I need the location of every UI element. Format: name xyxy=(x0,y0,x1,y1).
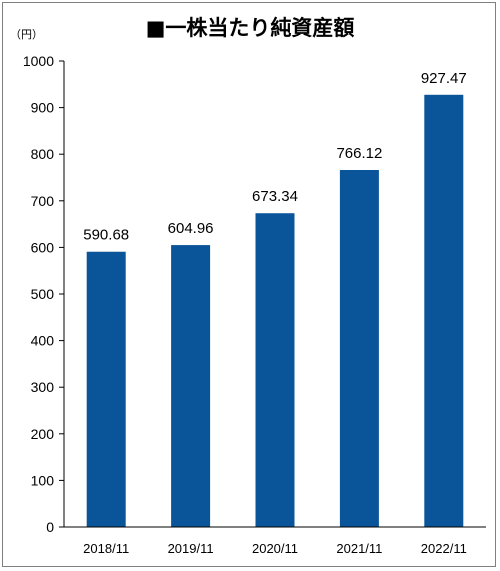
x-tick-label: 2018/11 xyxy=(83,541,129,556)
y-tick-label: 100 xyxy=(31,472,55,488)
bar-2020/11 xyxy=(255,213,295,527)
data-label: 927.47 xyxy=(421,70,467,87)
data-label: 673.34 xyxy=(252,188,298,205)
x-axis-labels: 2018/11 2019/11 2020/11 2021/11 2022/11 xyxy=(83,541,467,556)
y-tick-label: 600 xyxy=(31,239,55,255)
data-label: 590.68 xyxy=(83,227,129,244)
y-axis-unit-label: （円） xyxy=(10,28,43,41)
y-tick-label: 500 xyxy=(31,286,55,302)
y-tick-label: 700 xyxy=(31,193,55,209)
chart-title: ■一株当たり純資産額 xyxy=(145,16,355,40)
bar-2018/11 xyxy=(86,251,126,528)
bar-2021/11 xyxy=(339,169,379,527)
y-tick-label: 1000 xyxy=(23,53,54,69)
y-tick-label: 200 xyxy=(31,426,55,442)
y-tick-label: 800 xyxy=(31,146,55,162)
y-tick-label: 0 xyxy=(46,519,54,535)
data-label: 604.96 xyxy=(168,220,214,237)
y-axis-ticks: 0 100 200 300 400 500 600 700 800 900 1000 xyxy=(23,53,64,535)
data-labels: 590.68 604.96 673.34 766.12 927.47 xyxy=(83,70,466,244)
bars xyxy=(86,94,464,528)
x-tick-label: 2022/11 xyxy=(421,541,467,556)
bar-2022/11 xyxy=(424,94,464,527)
x-tick-label: 2019/11 xyxy=(168,541,214,556)
y-tick-label: 300 xyxy=(31,379,55,395)
bar-2019/11 xyxy=(171,245,211,528)
y-tick-label: 900 xyxy=(31,100,55,116)
x-tick-label: 2021/11 xyxy=(336,541,382,556)
y-tick-label: 400 xyxy=(31,333,55,349)
chart-frame xyxy=(2,2,496,567)
x-tick-label: 2020/11 xyxy=(252,541,298,556)
data-label: 766.12 xyxy=(336,145,382,162)
